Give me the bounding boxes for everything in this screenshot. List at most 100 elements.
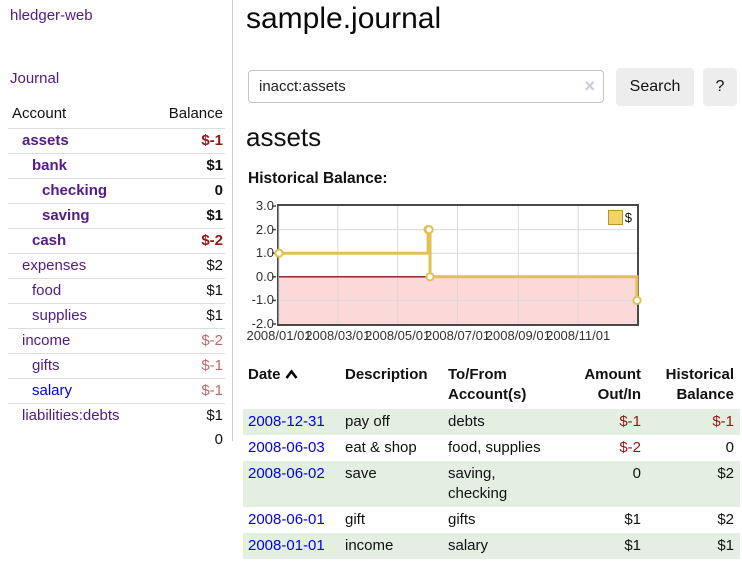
chart-plot-area: $ <box>272 204 642 326</box>
transaction-accounts: debts <box>448 413 485 430</box>
register-row: 2008-12-31 pay off debts $-1 $-1 <box>243 409 740 435</box>
transaction-balance: $2 <box>717 511 734 528</box>
account-balance: $-1 <box>201 132 223 149</box>
y-axis-tick-label: 2.0 <box>255 221 274 237</box>
account-row: saving $1 <box>8 203 225 229</box>
account-balance: $-1 <box>149 378 225 404</box>
sidebar: hledger-web Journal Account Balance asse… <box>0 0 233 448</box>
transaction-accounts: saving, checking <box>448 465 508 502</box>
page-title: sample.journal <box>246 2 442 35</box>
register-header-row: Date Description To/From Account(s) Amou… <box>243 363 740 409</box>
account-link[interactable]: bank <box>32 157 68 174</box>
help-button[interactable]: ? <box>703 68 737 106</box>
account-balance: $1 <box>149 303 225 329</box>
transaction-date-link[interactable]: 2008-06-02 <box>248 465 325 482</box>
transaction-amount: $1 <box>624 537 641 554</box>
y-axis-tick-label: -1.0 <box>251 292 274 308</box>
account-balance: $1 <box>149 403 225 428</box>
account-balance: $2 <box>149 253 225 279</box>
account-balance: $1 <box>149 278 225 304</box>
account-balance: 0 <box>149 178 225 204</box>
legend-swatch-icon <box>607 210 623 225</box>
x-axis-tick-label: 2008/03/01 <box>305 328 371 343</box>
account-link[interactable]: saving <box>42 207 90 224</box>
transaction-date-link[interactable]: 2008-01-01 <box>248 537 325 554</box>
register-row: 2008-01-01 income salary $1 $1 <box>243 533 740 559</box>
transaction-balance: $2 <box>717 465 734 482</box>
clear-search-icon[interactable]: × <box>584 76 595 96</box>
account-link[interactable]: assets <box>22 132 69 149</box>
account-balance: $-2 <box>149 328 225 354</box>
accounts-header-row: Account Balance <box>8 101 225 129</box>
account-link[interactable]: expenses <box>22 257 87 274</box>
transaction-date-link[interactable]: 2008-12-31 <box>248 413 325 430</box>
transaction-amount: $-2 <box>619 439 641 456</box>
account-link[interactable]: income <box>22 332 71 349</box>
app-brand-link[interactable]: hledger-web <box>10 7 93 24</box>
transaction-description: income <box>345 537 394 554</box>
account-balance: $1 <box>149 203 225 229</box>
search-box: × <box>248 70 604 103</box>
register-header-date[interactable]: Date <box>243 363 345 409</box>
account-link[interactable]: checking <box>42 182 108 199</box>
accounts-table: Account Balance assets $-1 bank $1 checking 0… <box>8 101 225 452</box>
transaction-accounts: food, supplies <box>448 439 541 456</box>
transaction-date-link[interactable]: 2008-06-01 <box>248 511 325 528</box>
account-balance: $-1 <box>149 353 225 379</box>
register-header-tofrom: To/From Account(s) <box>448 366 527 403</box>
accounts-total-value: 0 <box>214 431 223 448</box>
account-row: expenses $2 <box>8 253 225 279</box>
y-axis-tick-label: 0.0 <box>255 268 274 284</box>
legend-label: $ <box>624 210 632 225</box>
account-row: cash $-2 <box>8 228 225 254</box>
search-input[interactable] <box>249 71 603 102</box>
transaction-amount: $-1 <box>619 413 641 430</box>
search-button[interactable]: Search <box>616 68 694 106</box>
transaction-amount: $1 <box>624 511 641 528</box>
chart-legend: $ <box>605 209 634 226</box>
account-row: assets $-1 <box>8 129 225 154</box>
transaction-balance: $1 <box>717 537 734 554</box>
transaction-description: eat & shop <box>345 439 417 456</box>
account-title: assets <box>246 122 322 152</box>
x-axis-tick-label: 2008/09/01 <box>485 328 551 343</box>
account-row: liabilities:debts $1 <box>8 403 225 428</box>
accounts-total-row: 0 <box>8 428 225 452</box>
sidebar-item-journal[interactable]: Journal <box>10 70 60 87</box>
account-row: bank $1 <box>8 153 225 179</box>
account-row: checking 0 <box>8 178 225 204</box>
register-row: 2008-06-02 save saving, checking 0 $2 <box>243 461 740 507</box>
x-axis-tick-label: 2008/05/01 <box>365 328 431 343</box>
transaction-description: save <box>345 465 377 482</box>
transaction-description: gift <box>345 511 366 528</box>
account-link[interactable]: food <box>32 282 62 299</box>
transaction-accounts: salary <box>448 537 489 554</box>
account-balance: $1 <box>149 153 225 179</box>
y-axis-tick-label: 1.0 <box>255 245 274 261</box>
chart-title: Historical Balance: <box>248 170 388 187</box>
register-header-balance: Historical Balance <box>665 366 734 403</box>
accounts-header-account: Account <box>8 101 150 129</box>
x-axis-tick-label: 2008/07/01 <box>424 328 491 343</box>
y-axis-tick-label: 3.0 <box>255 198 274 213</box>
register-header-amount: Amount Out/In <box>584 366 641 403</box>
y-axis-tick-label: -2.0 <box>251 316 274 331</box>
account-row: supplies $1 <box>8 303 225 329</box>
register-row: 2008-06-01 gift gifts $1 $2 <box>243 507 740 533</box>
account-link[interactable]: liabilities:debts <box>22 407 120 424</box>
account-link[interactable]: gifts <box>32 357 60 374</box>
chart-canvas <box>272 205 642 325</box>
transaction-date-link[interactable]: 2008-06-03 <box>248 439 325 456</box>
register-header-description: Description <box>345 366 428 383</box>
x-axis-tick-label: 2008/01/01 <box>246 328 312 343</box>
historical-balance-chart: $ 3.0 2.0 1.0 0.0 -1.0 -2.0 2008/01/01 2008/03… <box>246 198 742 348</box>
account-row: gifts $-1 <box>8 353 225 379</box>
transaction-accounts: gifts <box>448 511 476 528</box>
account-link[interactable]: supplies <box>32 307 88 324</box>
account-link[interactable]: cash <box>32 232 67 249</box>
account-link[interactable]: salary <box>32 382 73 399</box>
sort-ascending-icon <box>284 366 298 386</box>
account-row: salary $-1 <box>8 378 225 404</box>
accounts-header-balance: Balance <box>149 101 225 129</box>
